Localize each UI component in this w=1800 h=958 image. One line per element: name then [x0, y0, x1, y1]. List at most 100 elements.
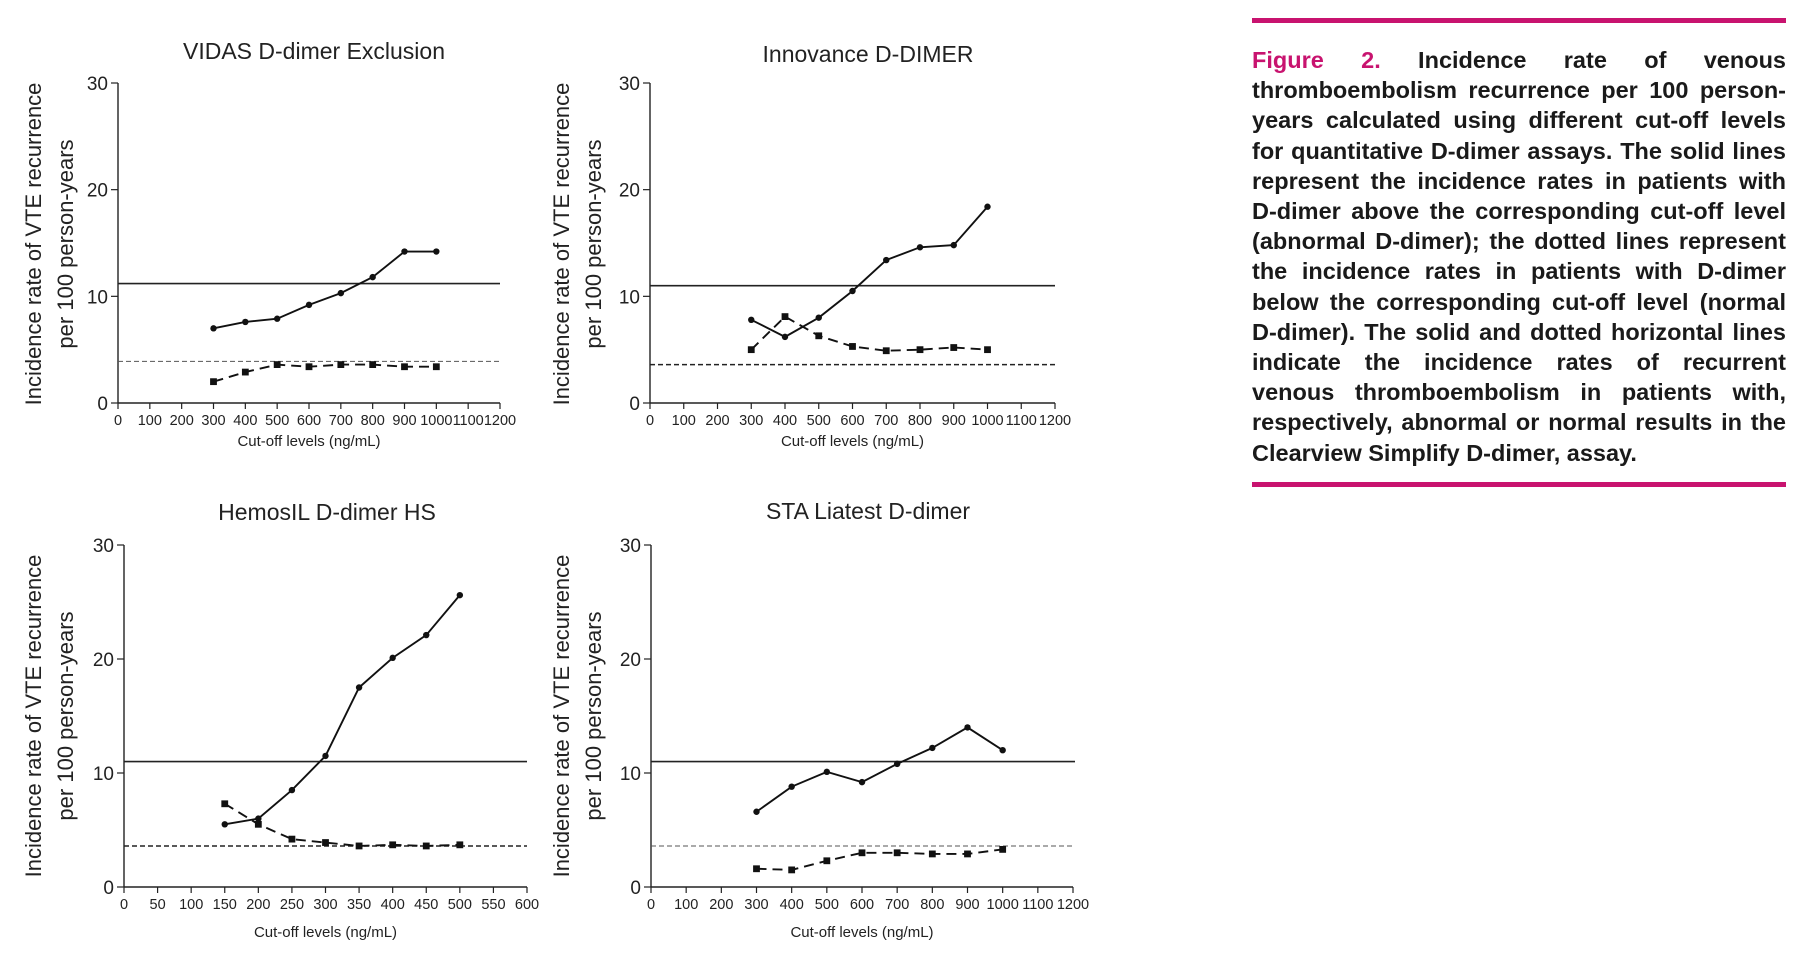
y-tick-label: 20 — [620, 650, 641, 671]
x-tick-label: 100 — [672, 413, 696, 429]
data-point-abnormal — [883, 256, 890, 264]
x-tick-label: 300 — [739, 413, 763, 429]
data-point-abnormal — [849, 287, 856, 295]
data-point-normal — [999, 845, 1007, 853]
x-tick-label: 900 — [392, 413, 416, 429]
x-tick-label: 1200 — [1057, 897, 1089, 913]
data-point-abnormal — [389, 654, 396, 662]
x-tick-label: 0 — [120, 897, 128, 913]
x-tick-label: 0 — [114, 413, 122, 429]
y-axis-label: Incidence rate of VTE recurrence — [21, 83, 46, 406]
series-line-abnormal — [213, 250, 437, 330]
data-point-abnormal — [242, 318, 249, 326]
x-tick-label: 700 — [874, 413, 898, 429]
x-tick-label: 350 — [347, 897, 371, 913]
y-tick-label: 10 — [93, 764, 114, 785]
x-tick-label: 1000 — [987, 897, 1019, 913]
data-point-normal — [273, 361, 281, 368]
y-tick-label: 20 — [619, 181, 640, 202]
x-tick-label: 500 — [807, 413, 831, 429]
data-point-abnormal — [456, 591, 464, 599]
data-point-normal — [964, 850, 971, 858]
data-point-abnormal — [893, 760, 901, 768]
data-point-abnormal — [964, 724, 971, 731]
x-tick-label: 1100 — [1006, 413, 1037, 429]
y-axis-label: per 100 person-years — [53, 611, 78, 820]
series-line-abnormal — [750, 206, 989, 338]
x-tick-label: 600 — [850, 897, 874, 913]
data-point-normal — [747, 346, 755, 354]
data-point-normal — [950, 344, 958, 351]
x-tick-label: 300 — [313, 897, 337, 913]
x-tick-label: 900 — [955, 897, 979, 913]
data-point-normal — [815, 332, 823, 340]
data-point-abnormal — [753, 808, 760, 815]
series-line-normal — [213, 363, 437, 383]
y-tick-label: 10 — [619, 287, 640, 308]
data-point-normal — [753, 865, 760, 873]
x-tick-label: 200 — [709, 897, 733, 913]
x-tick-label: 100 — [179, 897, 203, 913]
x-tick-label: 1100 — [453, 413, 484, 429]
y-tick-label: 0 — [97, 394, 108, 415]
y-axis-label: per 100 person-years — [53, 139, 78, 348]
data-point-normal — [858, 849, 866, 857]
x-tick-label: 250 — [280, 897, 304, 913]
data-point-normal — [389, 841, 397, 849]
x-tick-label: 500 — [815, 897, 839, 913]
data-point-abnormal — [788, 783, 795, 790]
x-tick-label: 200 — [705, 413, 729, 429]
chart-title: HemosIL D-dimer HS — [218, 499, 436, 525]
data-point-abnormal — [781, 333, 789, 341]
y-tick-label: 20 — [93, 650, 114, 671]
x-tick-label: 800 — [920, 897, 944, 913]
x-tick-label: 600 — [515, 897, 539, 913]
x-tick-label: 600 — [840, 413, 864, 429]
chart-title: VIDAS D-dimer Exclusion — [183, 38, 445, 64]
data-point-normal — [254, 820, 262, 828]
y-tick-label: 0 — [630, 878, 641, 899]
caption-body: Incidence rate of venous thromboembolism… — [1252, 47, 1786, 466]
x-axis-label: Cut-off levels (ng/mL) — [781, 433, 924, 450]
y-axis-label: Incidence rate of VTE recurrence — [549, 555, 574, 878]
data-point-normal — [882, 347, 890, 355]
data-point-abnormal — [858, 778, 866, 786]
x-tick-label: 1000 — [971, 413, 1003, 429]
data-point-abnormal — [221, 821, 228, 828]
data-point-abnormal — [999, 747, 1006, 754]
data-point-abnormal — [823, 768, 831, 776]
data-point-normal — [928, 850, 936, 858]
x-tick-label: 1200 — [484, 413, 516, 429]
data-point-normal — [401, 363, 408, 371]
data-point-abnormal — [322, 752, 329, 760]
x-tick-label: 1000 — [420, 413, 452, 429]
data-point-normal — [823, 857, 831, 865]
data-point-normal — [456, 841, 464, 849]
data-point-normal — [849, 343, 856, 350]
chart-title: STA Liatest D-dimer — [766, 498, 970, 524]
x-tick-label: 450 — [414, 897, 438, 913]
x-tick-label: 550 — [481, 897, 505, 913]
data-point-abnormal — [748, 316, 755, 323]
y-tick-label: 20 — [87, 181, 108, 202]
x-tick-label: 500 — [448, 897, 472, 913]
y-tick-label: 10 — [620, 764, 641, 785]
data-point-abnormal — [401, 248, 408, 255]
x-axis-label: Cut-off levels (ng/mL) — [237, 433, 380, 450]
data-point-normal — [916, 346, 924, 354]
caption-paragraph: Figure 2. Incidence rate of venous throm… — [1252, 45, 1786, 468]
x-tick-label: 900 — [942, 413, 966, 429]
x-tick-label: 1100 — [1022, 897, 1053, 913]
data-point-abnormal — [950, 241, 957, 249]
data-point-abnormal — [984, 203, 991, 210]
data-point-abnormal — [929, 744, 936, 752]
data-point-normal — [893, 849, 901, 857]
data-point-normal — [432, 363, 440, 371]
data-point-abnormal — [288, 786, 296, 794]
x-tick-label: 200 — [170, 413, 194, 429]
x-tick-label: 100 — [674, 897, 698, 913]
data-point-normal — [369, 361, 377, 368]
data-point-normal — [221, 800, 229, 808]
x-tick-label: 100 — [138, 413, 162, 429]
data-point-abnormal — [210, 325, 217, 332]
